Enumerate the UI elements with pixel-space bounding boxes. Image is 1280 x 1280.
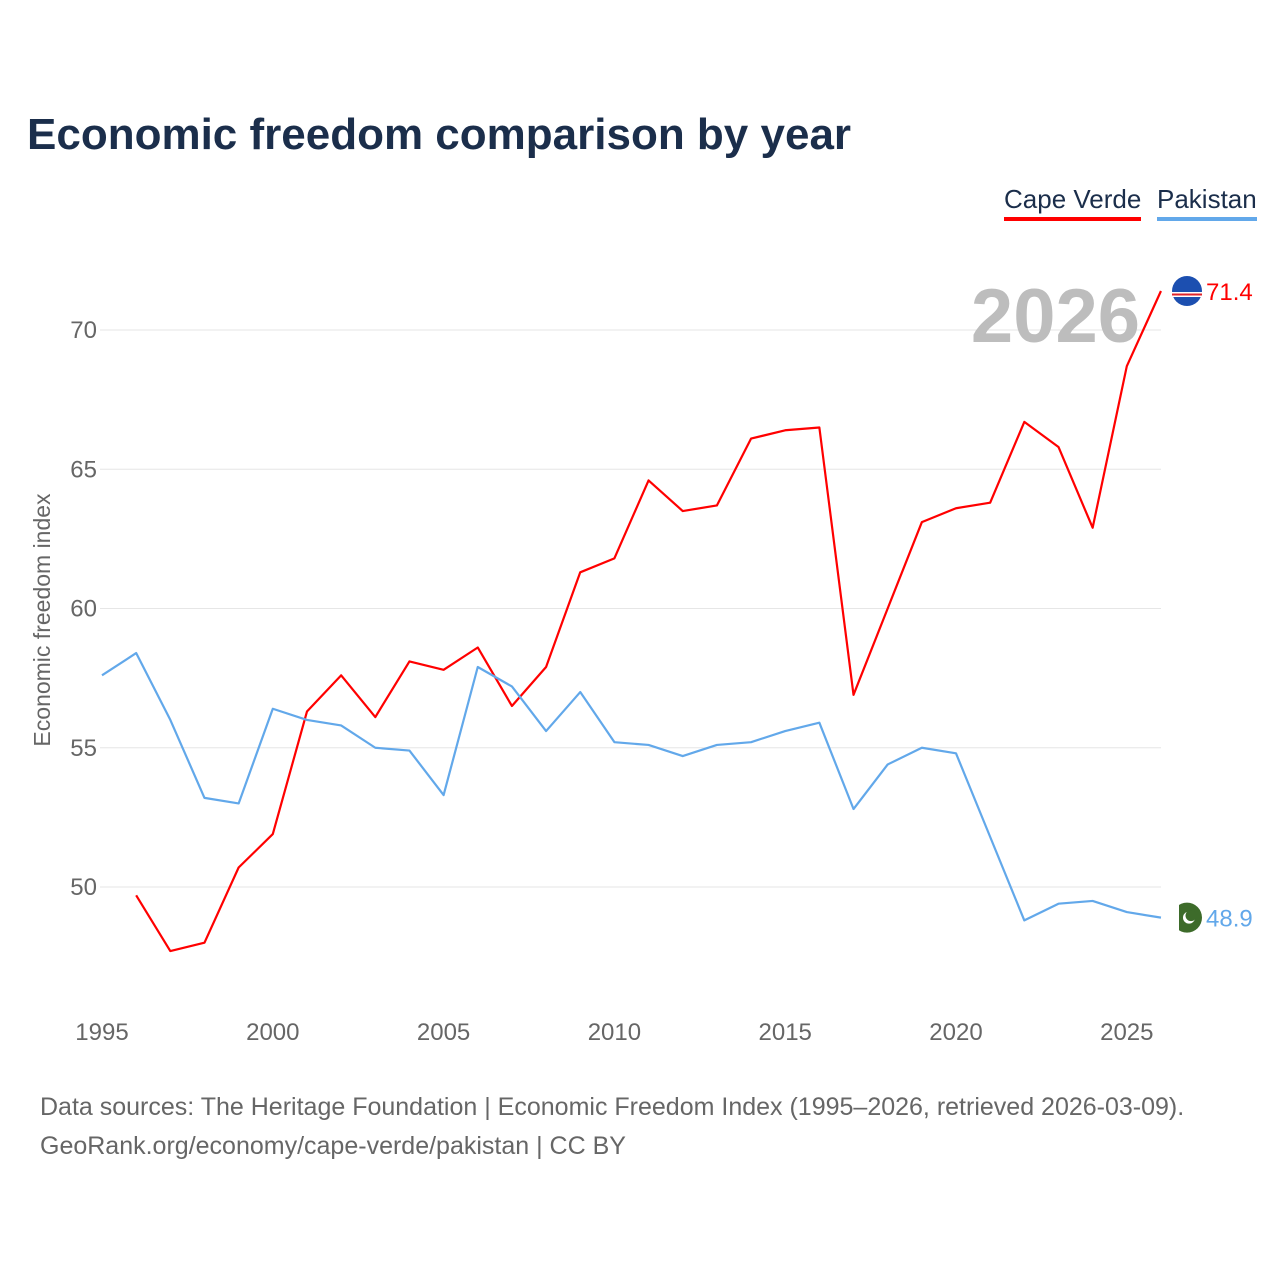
y-tick-label: 65 (70, 456, 97, 483)
x-tick-label: 2015 (759, 1019, 812, 1046)
source-line-1: Data sources: The Heritage Foundation | … (40, 1093, 1185, 1121)
flag-icon-cape-verde (1172, 276, 1202, 307)
x-tick-label: 2000 (246, 1019, 299, 1046)
x-tick-label: 2005 (417, 1019, 470, 1046)
legend-cape-verde[interactable]: Cape Verde (1004, 184, 1142, 221)
flag-crescent (1185, 910, 1197, 922)
flag-stripe (1172, 902, 1179, 933)
end-value-label: 48.9 (1206, 906, 1253, 933)
y-tick-label: 60 (70, 596, 97, 623)
end-value-label: 71.4 (1206, 279, 1253, 306)
source-line-2: GeoRank.org/economy/cape-verde/pakistan … (40, 1132, 626, 1160)
series-line-pakistan (101, 651, 1162, 922)
x-tick-label: 2025 (1100, 1019, 1153, 1046)
y-tick-label: 55 (70, 735, 97, 762)
year-watermark: 2026 (971, 274, 1140, 359)
series-line-cape-verde (135, 290, 1162, 953)
flag-stripe (1172, 293, 1202, 296)
chart-title: Economic freedom comparison by year (27, 110, 852, 159)
legend-pakistan[interactable]: Pakistan (1157, 184, 1257, 221)
source-note: Data sources: The Heritage Foundation | … (40, 1088, 1184, 1166)
x-tick-label: 2020 (929, 1019, 982, 1046)
y-axis-label: Economic freedom index (29, 493, 55, 747)
y-tick-label: 50 (70, 874, 97, 901)
y-tick-label: 70 (70, 317, 97, 344)
x-tick-label: 1995 (75, 1019, 128, 1046)
x-tick-label: 2010 (588, 1019, 641, 1046)
flag-icon-pakistan (1172, 902, 1202, 933)
flag-circle (1172, 276, 1202, 307)
